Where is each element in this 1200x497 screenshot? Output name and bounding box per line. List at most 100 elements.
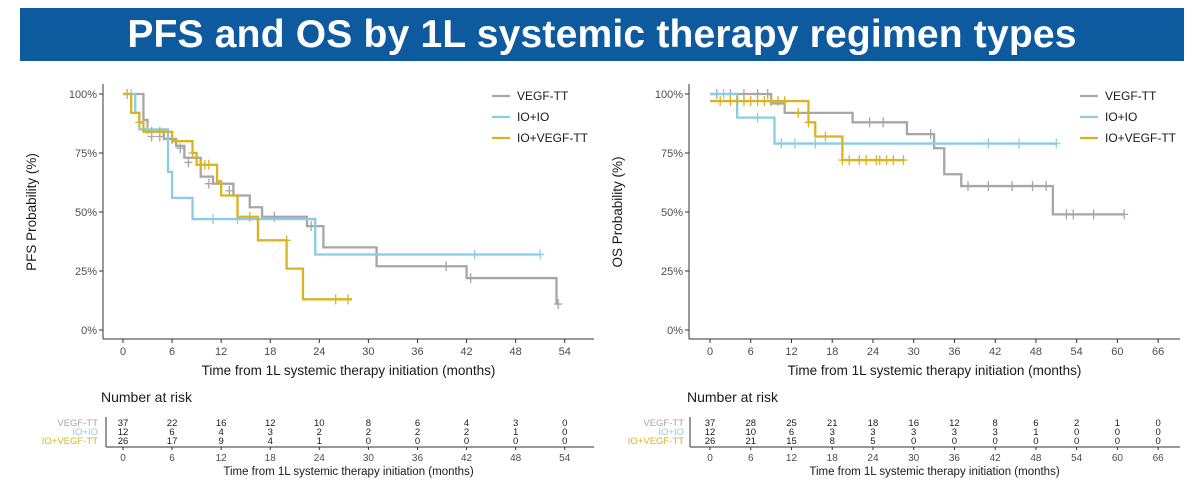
- risk-count: 4: [464, 418, 469, 429]
- risk-count: 0: [911, 436, 916, 447]
- risk-count: 2: [415, 427, 420, 438]
- risk-count: 6: [415, 418, 420, 429]
- legend-label-vegf-tt: VEGF-TT: [1105, 89, 1157, 103]
- censor-mark-vegf-tt: [307, 221, 316, 232]
- censor-mark-io-vegf-tt: [188, 148, 197, 158]
- y-tick-label: 0%: [667, 325, 683, 337]
- risk-count: 10: [314, 418, 325, 429]
- risk-x-tick-label: 54: [1071, 453, 1083, 464]
- risk-count: 8: [366, 418, 371, 429]
- censor-mark-vegf-tt: [879, 117, 888, 128]
- x-tick-label: 30: [908, 346, 920, 358]
- risk-x-tick-label: 18: [827, 453, 839, 464]
- censor-mark-io-io: [777, 138, 786, 149]
- censor-mark-io-vegf-tt: [739, 96, 748, 107]
- risk-x-tick-label: 60: [1112, 453, 1124, 464]
- censor-mark-vegf-tt: [1028, 181, 1037, 192]
- censor-mark-io-vegf-tt: [855, 155, 864, 166]
- censor-mark-vegf-tt: [1062, 209, 1071, 220]
- censor-mark-io-vegf-tt: [794, 107, 803, 118]
- risk-count: 0: [562, 418, 567, 429]
- x-tick-label: 12: [785, 346, 797, 358]
- y-tick-label: 50%: [661, 207, 683, 219]
- x-axis-title: Time from 1L systemic therapy initiation…: [202, 363, 496, 378]
- km-curve-vegf-tt: [123, 92, 558, 305]
- x-tick-label: 54: [559, 346, 571, 358]
- risk-count: 3: [268, 427, 273, 438]
- x-tick-label: 6: [169, 346, 175, 358]
- risk-count: 0: [562, 427, 567, 438]
- x-tick-label: 54: [1071, 346, 1083, 358]
- risk-count: 0: [1155, 418, 1160, 429]
- risk-x-tick-label: 30: [908, 453, 920, 464]
- risk-table-title: Number at risk: [101, 389, 193, 405]
- risk-x-tick-label: 24: [314, 453, 326, 464]
- x-tick-label: 36: [411, 346, 423, 358]
- risk-table-title: Number at risk: [687, 389, 779, 405]
- censor-mark-vegf-tt: [1069, 209, 1078, 220]
- risk-count: 3: [993, 427, 998, 438]
- risk-count: 8: [830, 436, 835, 447]
- censor-mark-io-io: [1014, 138, 1023, 149]
- risk-count: 0: [993, 436, 998, 447]
- risk-x-tick-label: 24: [867, 453, 879, 464]
- risk-table-x-axis-title: Time from 1L systemic therapy initiation…: [223, 466, 473, 478]
- legend-label-vegf-tt: VEGF-TT: [517, 89, 569, 103]
- censor-mark-vegf-tt: [1089, 209, 1098, 220]
- censor-mark-io-io: [753, 112, 762, 123]
- x-tick-label: 0: [707, 346, 713, 358]
- risk-x-tick-label: 42: [990, 453, 1002, 464]
- risk-count: 0: [952, 436, 957, 447]
- y-tick-label: 25%: [75, 266, 97, 278]
- risk-count: 37: [118, 418, 129, 429]
- censor-mark-io-vegf-tt: [821, 131, 830, 142]
- risk-count: 2: [464, 427, 469, 438]
- risk-count: 5: [870, 436, 875, 447]
- censor-mark-vegf-tt: [865, 117, 874, 128]
- risk-count: 18: [868, 418, 879, 429]
- risk-count: 8: [993, 418, 998, 429]
- risk-x-tick-label: 0: [120, 453, 126, 464]
- legend-label-io-vegf-tt: IO+VEGF-TT: [517, 131, 589, 145]
- risk-count: 3: [870, 427, 875, 438]
- x-tick-label: 12: [215, 346, 227, 358]
- x-tick-label: 60: [1111, 346, 1123, 358]
- censor-mark-vegf-tt: [964, 181, 973, 192]
- risk-x-tick-label: 36: [949, 453, 961, 464]
- km-curve-io-vegf-tt: [710, 99, 904, 162]
- censor-mark-io-io: [790, 138, 799, 149]
- censor-mark-io-vegf-tt: [804, 117, 813, 128]
- y-tick-label: 50%: [75, 207, 97, 219]
- risk-x-tick-label: 42: [461, 453, 473, 464]
- km-curve-io-io: [123, 92, 541, 256]
- y-tick-label: 25%: [661, 266, 683, 278]
- km-curve-vegf-tt: [710, 92, 1125, 216]
- censor-mark-io-vegf-tt: [899, 155, 908, 166]
- risk-count: 6: [789, 427, 794, 438]
- x-tick-label: 48: [1030, 346, 1042, 358]
- risk-count: 15: [786, 436, 797, 447]
- censor-mark-vegf-tt: [225, 185, 234, 196]
- censor-mark-io-vegf-tt: [343, 294, 352, 305]
- x-tick-label: 18: [826, 346, 838, 358]
- risk-count: 12: [118, 427, 129, 438]
- risk-x-tick-label: 54: [559, 453, 571, 464]
- censor-mark-io-vegf-tt: [889, 155, 898, 166]
- censor-mark-io-vegf-tt: [331, 294, 340, 305]
- censor-mark-io-vegf-tt: [147, 126, 156, 137]
- censor-mark-vegf-tt: [984, 181, 993, 192]
- censor-mark-io-io: [470, 249, 479, 260]
- censor-mark-io-vegf-tt: [135, 117, 144, 128]
- censor-mark-vegf-tt: [763, 89, 772, 99]
- risk-count: 2: [366, 427, 371, 438]
- censor-mark-io-vegf-tt: [845, 155, 854, 166]
- risk-count: 21: [827, 418, 838, 429]
- x-tick-label: 18: [264, 346, 276, 358]
- x-tick-label: 36: [948, 346, 960, 358]
- censor-mark-io-vegf-tt: [204, 159, 213, 170]
- risk-count: 16: [216, 418, 227, 429]
- censor-mark-io-io: [811, 138, 820, 149]
- risk-x-tick-label: 0: [707, 453, 713, 464]
- censor-mark-vegf-tt: [176, 143, 185, 154]
